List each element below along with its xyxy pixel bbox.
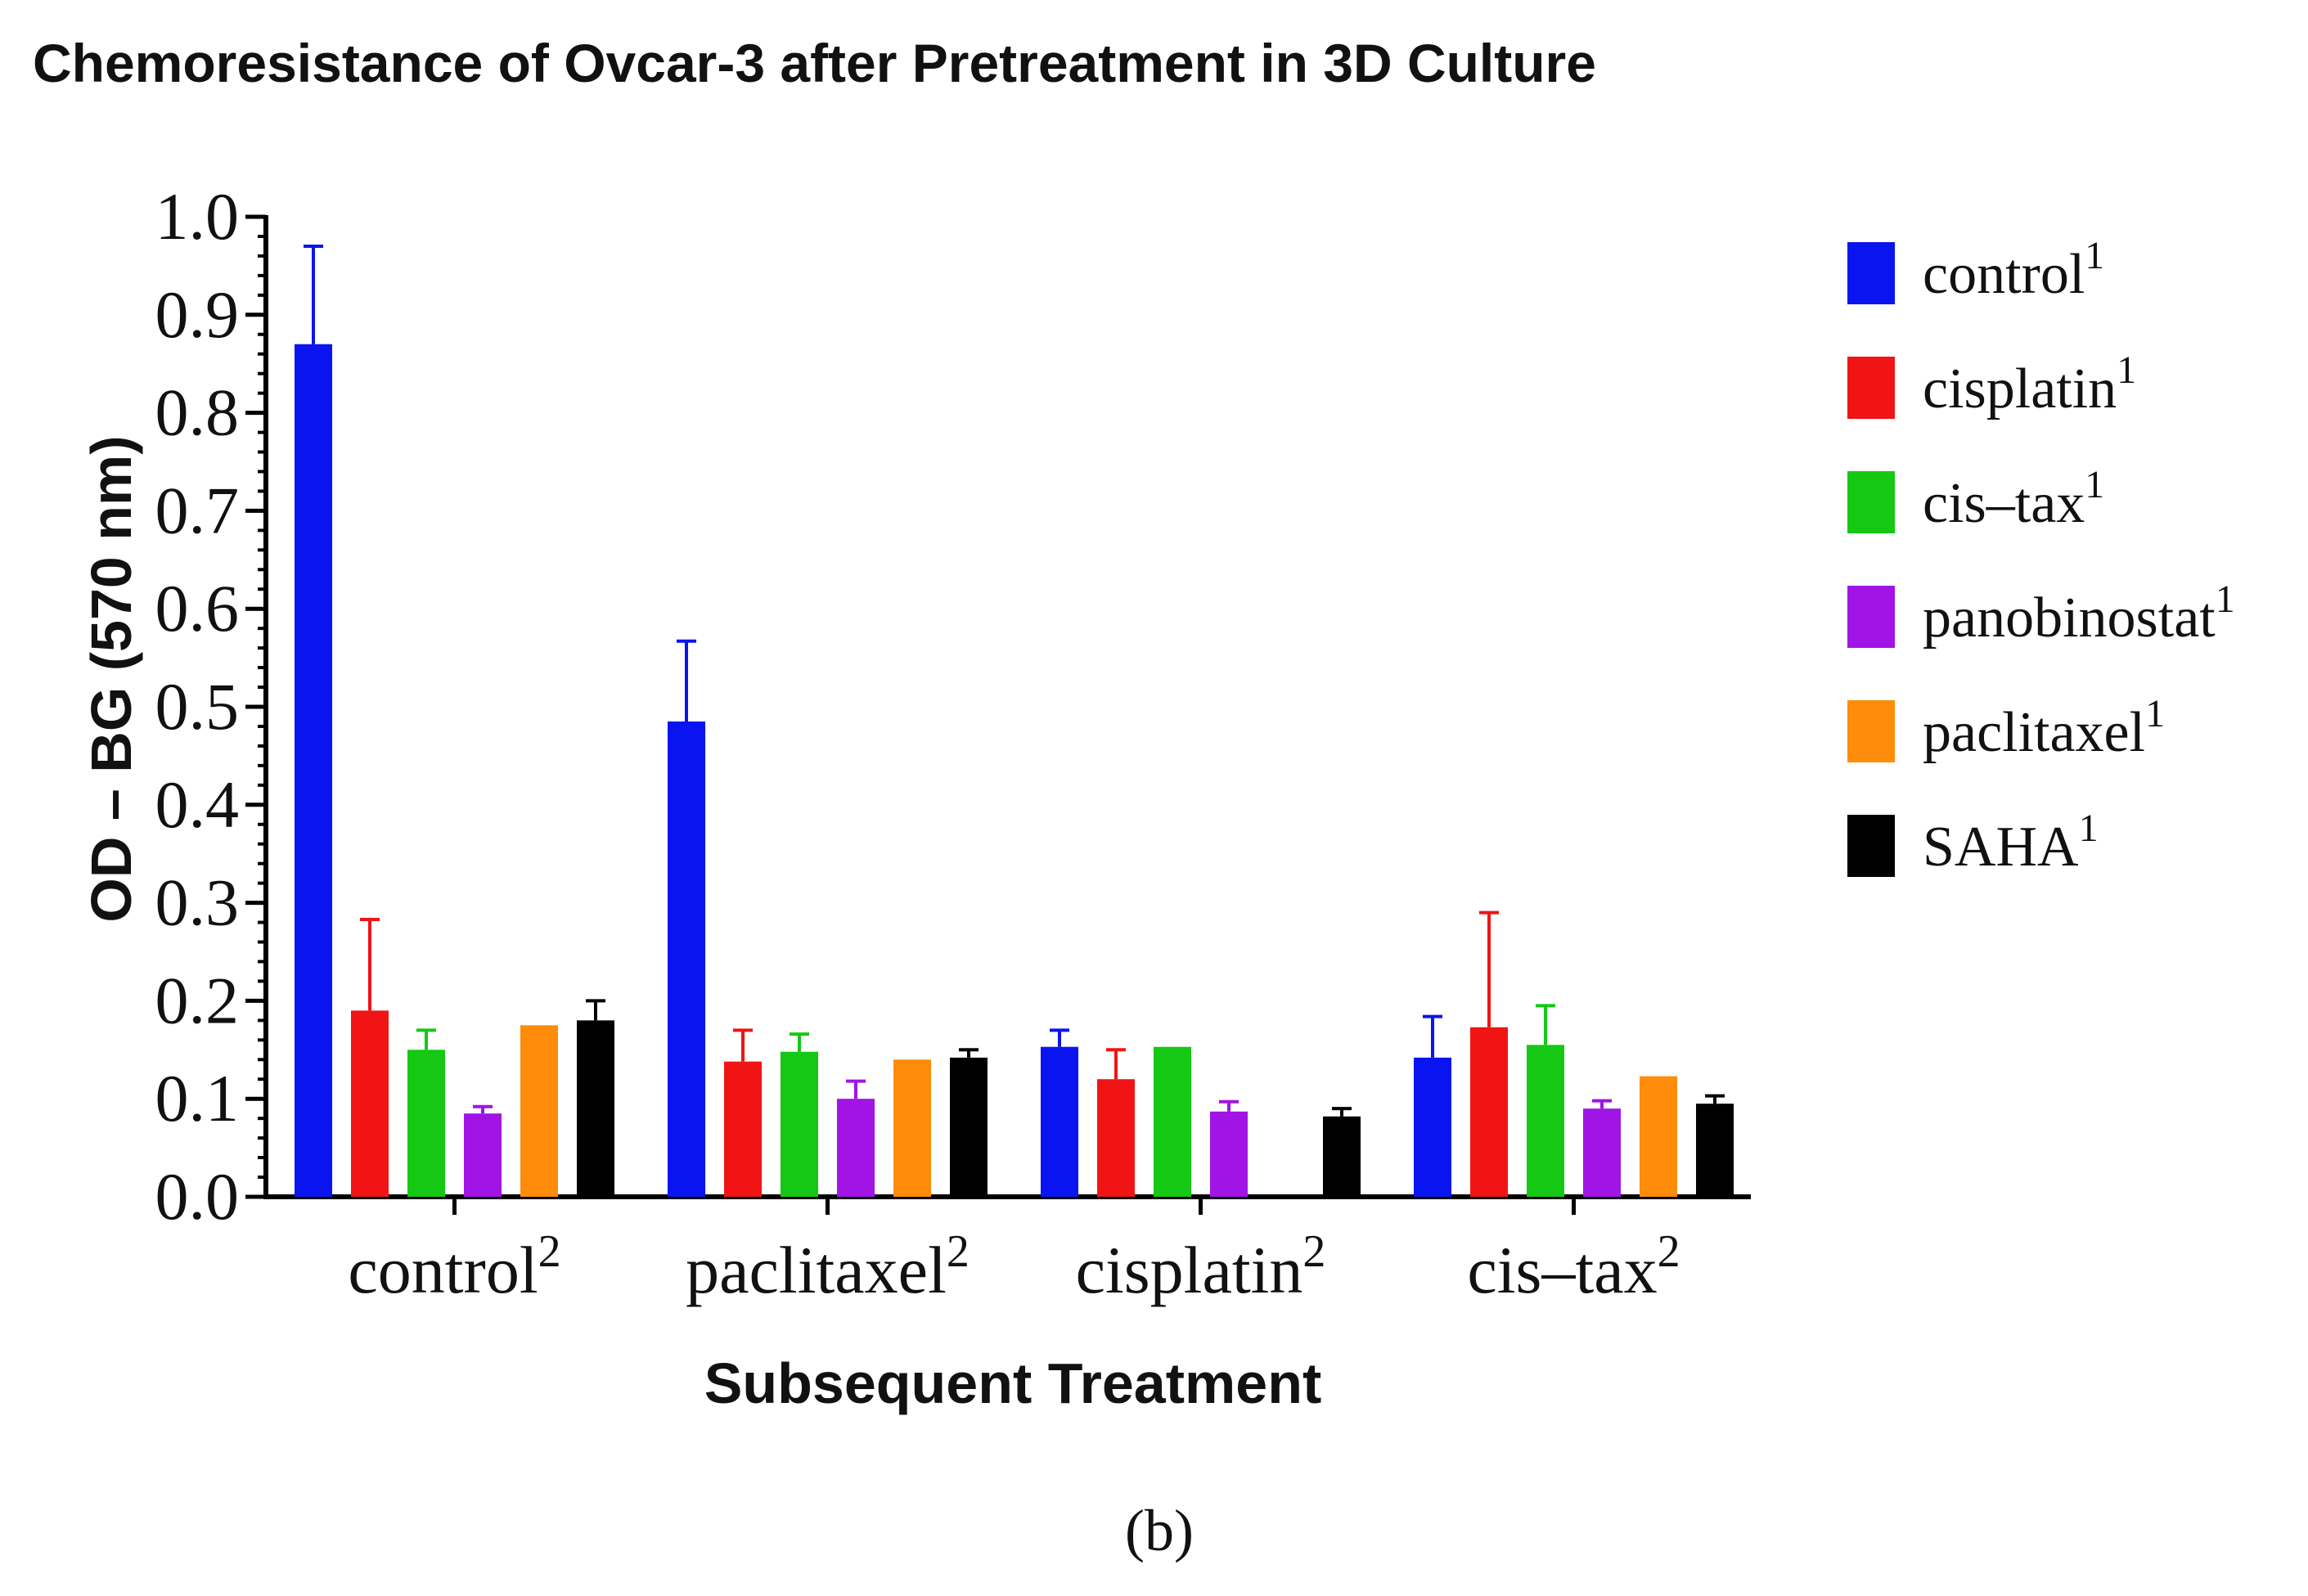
bar (893, 1059, 931, 1197)
y-tick-label: 0.7 (155, 473, 240, 547)
legend-item-label: paclitaxel1 (1923, 692, 2165, 764)
y-tick-label: 0.9 (155, 277, 240, 352)
x-tick-label: paclitaxel2 (686, 1226, 970, 1307)
bar (520, 1025, 558, 1197)
legend: control1 cisplatin1 cis–tax1 panobinostat1 p… (1847, 234, 2235, 879)
bar (351, 1010, 389, 1197)
x-tick-label: cis–tax2 (1467, 1226, 1680, 1307)
bar (1696, 1104, 1734, 1197)
legend-item-label: cisplatin1 (1923, 348, 2136, 420)
chart-title: Chemoresistance of Ovcar-3 after Pretrea… (33, 33, 1596, 93)
y-tick-label: 0.6 (155, 571, 240, 645)
y-tick-label: 0.1 (155, 1061, 240, 1135)
legend-item-label: cis–tax1 (1923, 463, 2104, 535)
bar (407, 1050, 445, 1197)
bar (1210, 1111, 1248, 1197)
y-tick-label: 0.8 (155, 375, 240, 450)
y-axis-title: OD – BG (570 nm) (79, 435, 143, 922)
bar (577, 1020, 614, 1197)
bar (724, 1061, 762, 1197)
plot-area: 0.0 0.1 0.2 0.3 0.4 0.5 0.6 0.7 0.8 0.9 1.0 control… (155, 179, 1751, 1307)
x-axis-title: Subsequent Treatment (704, 1351, 1322, 1415)
bar (1154, 1046, 1191, 1197)
bar (1470, 1027, 1508, 1197)
bar (1527, 1045, 1564, 1197)
bar (837, 1099, 875, 1197)
panel-label: (b) (1125, 1498, 1194, 1563)
bar (464, 1113, 502, 1197)
bar (1041, 1046, 1078, 1197)
legend-item-label: SAHA1 (1923, 807, 2099, 879)
bar (1097, 1079, 1135, 1197)
bar (295, 344, 332, 1197)
legend-swatch (1847, 700, 1895, 762)
legend-swatch (1847, 357, 1895, 419)
x-tick-label: control2 (348, 1226, 560, 1307)
bar (1323, 1116, 1361, 1197)
y-tick-label: 0.4 (155, 767, 240, 842)
bar (1583, 1108, 1621, 1197)
legend-swatch (1847, 815, 1895, 877)
bar (950, 1057, 988, 1197)
bar (1414, 1057, 1451, 1197)
x-tick-label: cisplatin2 (1076, 1226, 1326, 1307)
y-tick-label: 0.5 (155, 669, 240, 744)
y-tick-label: 0.0 (155, 1159, 240, 1234)
bar (668, 721, 705, 1197)
legend-item-label: control1 (1923, 234, 2104, 306)
legend-item-label: panobinostat1 (1923, 578, 2235, 650)
y-tick-label: 0.2 (155, 963, 240, 1037)
bar (781, 1051, 818, 1197)
y-tick-label: 1.0 (155, 179, 240, 254)
bar (1640, 1076, 1677, 1197)
legend-swatch (1847, 471, 1895, 533)
legend-swatch (1847, 242, 1895, 304)
legend-swatch (1847, 586, 1895, 648)
y-tick-label: 0.3 (155, 865, 240, 940)
